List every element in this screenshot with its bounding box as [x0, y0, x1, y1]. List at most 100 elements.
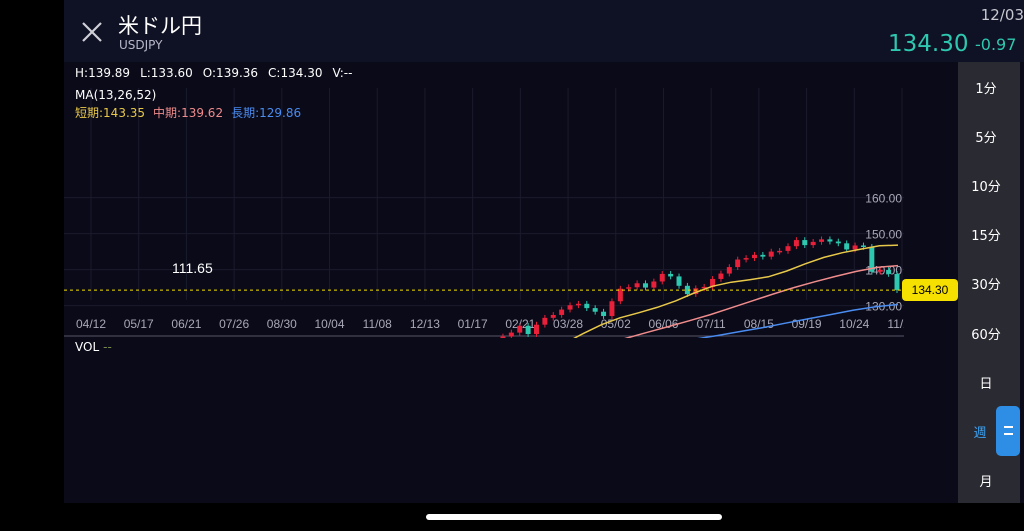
timeframe-option[interactable]: 30分 — [971, 278, 1001, 293]
candle-body — [827, 239, 833, 242]
candle-body — [844, 243, 850, 250]
close-button[interactable] — [78, 18, 106, 46]
candle-body — [852, 245, 858, 250]
x-tick-label: 07/26 — [219, 317, 249, 331]
candle-body — [500, 336, 506, 338]
candle-body — [550, 314, 556, 318]
volume-pane-label: VOL -- — [75, 340, 112, 354]
candle-body — [567, 305, 573, 310]
timeframe-slider-handle[interactable] — [996, 406, 1020, 456]
y-tick-label: 140.00 — [865, 264, 902, 278]
timeframe-option[interactable]: 日 — [979, 377, 993, 392]
volume-label: VOL — [75, 340, 100, 354]
x-tick-label: 11/28 — [887, 317, 904, 331]
volume-pane-value: -- — [103, 340, 112, 354]
x-tick-label: 07/11 — [697, 317, 726, 331]
candle-body — [693, 288, 699, 295]
candle-body — [751, 254, 757, 259]
close-icon — [82, 22, 102, 42]
pair-title: 米ドル円 — [118, 14, 202, 38]
candle-body — [726, 267, 732, 274]
ma-values: 短期:143.35 中期:139.62 長期:129.86 — [75, 104, 301, 121]
x-tick-label: 01/17 — [458, 317, 488, 331]
candle-body — [676, 276, 682, 286]
timeframe-option[interactable]: 1分 — [975, 82, 997, 97]
candle-body — [525, 325, 531, 335]
candle-body — [768, 251, 774, 257]
current-price-tag: 134.30 — [902, 279, 958, 302]
ma-title: MA(13,26,52) — [75, 88, 157, 102]
candle-body — [743, 258, 749, 260]
x-tick-label: 12/13 — [410, 317, 440, 331]
open-value: O:139.36 — [202, 66, 259, 80]
low-value: L:133.60 — [140, 66, 193, 80]
price-change: -0.97 — [975, 35, 1017, 54]
x-tick-label: 08/30 — [267, 317, 297, 331]
annotation-label: 111.65 — [172, 260, 213, 276]
pair-symbol: USDJPY — [119, 38, 163, 52]
candle-body — [777, 250, 783, 253]
ohlc-readout: H:139.89 L:133.60 O:139.36 C:134.30 V:-- — [75, 66, 362, 80]
x-tick-label: 11/08 — [363, 317, 392, 331]
candle-body — [819, 239, 825, 242]
candle-body — [517, 325, 523, 333]
candle-body — [894, 273, 900, 291]
candle-body — [835, 241, 841, 244]
timeframe-option[interactable]: 月 — [979, 475, 993, 490]
candle-body — [802, 240, 808, 246]
candle-body — [626, 287, 632, 289]
candle-body — [609, 301, 615, 317]
candle-body — [617, 288, 623, 302]
candle-body — [584, 303, 590, 309]
timeframe-option[interactable]: 10分 — [971, 180, 1001, 195]
candle-body — [785, 246, 791, 251]
ma-mid-value: 中期:139.62 — [153, 106, 224, 120]
timeframe-option[interactable]: 5分 — [975, 131, 997, 146]
candle-body — [810, 241, 816, 246]
candle-body — [886, 269, 892, 274]
candle-body — [718, 273, 724, 279]
x-tick-label: 06/21 — [171, 317, 201, 331]
price-chart[interactable]: 160.00150.00140.00130.00120.00110.0004/1… — [64, 88, 904, 338]
candle-body — [559, 309, 565, 315]
current-price: 134.30 — [888, 31, 969, 57]
x-tick-label: 10/24 — [839, 317, 869, 331]
volume-value: V:-- — [332, 66, 353, 80]
x-tick-label: 10/04 — [315, 317, 345, 331]
header-bar — [64, 0, 1024, 62]
candle-body — [701, 286, 707, 289]
x-tick-label: 04/12 — [76, 317, 106, 331]
x-tick-label: 03/28 — [553, 317, 583, 331]
candle-body — [651, 281, 657, 288]
candle-body — [668, 273, 674, 277]
candle-body — [684, 285, 690, 295]
x-tick-label: 05/02 — [601, 317, 631, 331]
home-indicator[interactable] — [426, 514, 722, 520]
candle-body — [592, 308, 598, 312]
timeframe-option[interactable]: 60分 — [971, 328, 1001, 343]
candle-body — [735, 259, 741, 268]
candle-body — [542, 317, 548, 325]
timeframe-option[interactable]: 15分 — [971, 229, 1001, 244]
y-tick-label: 160.00 — [865, 192, 902, 206]
candle-body — [634, 283, 640, 288]
candle-body — [508, 332, 514, 337]
y-tick-label: 120.00 — [865, 336, 902, 338]
ma-short-line — [573, 244, 899, 338]
candle-body — [710, 278, 716, 287]
candle-body — [760, 254, 766, 257]
candle-body — [869, 246, 875, 272]
ma-long-value: 長期:129.86 — [231, 106, 302, 120]
candle-body — [793, 240, 799, 247]
candle-body — [877, 269, 883, 272]
high-value: H:139.89 — [75, 66, 131, 80]
close-value: C:134.30 — [268, 66, 323, 80]
candle-body — [601, 311, 607, 317]
ma-long-line — [697, 303, 899, 338]
x-tick-label: 06/06 — [648, 317, 678, 331]
timeframe-option[interactable]: 週 — [973, 426, 987, 441]
candle-body — [533, 324, 539, 335]
candle-body — [659, 273, 665, 282]
ma-short-value: 短期:143.35 — [75, 106, 146, 120]
ma-mid-line — [624, 264, 899, 338]
